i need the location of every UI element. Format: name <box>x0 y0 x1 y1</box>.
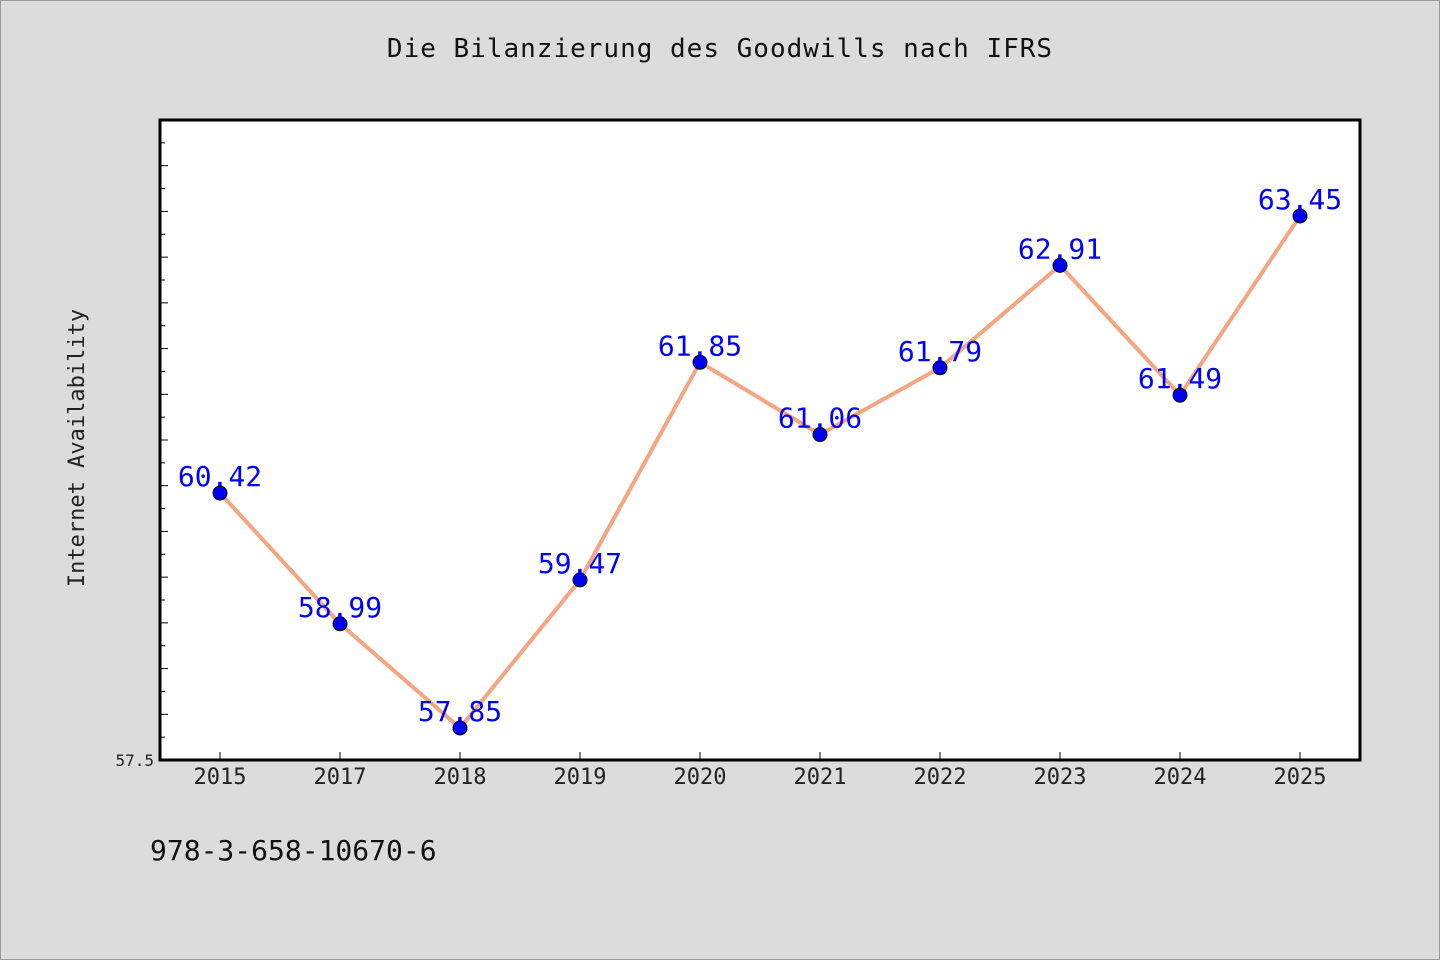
x-tick-label: 2020 <box>674 765 727 790</box>
data-label: 59.47 <box>538 547 622 580</box>
data-label: 61.85 <box>658 329 742 362</box>
data-label: 58.99 <box>298 591 382 624</box>
data-label: 61.79 <box>898 335 982 368</box>
data-point <box>1052 257 1068 273</box>
data-label: 60.42 <box>178 460 262 493</box>
x-tick-label: 2024 <box>1154 765 1207 790</box>
series-line <box>218 214 1302 730</box>
x-tick-label: 2021 <box>794 765 847 790</box>
plot-area <box>158 118 1362 762</box>
data-point <box>212 485 228 501</box>
chart-title: Die Bilanzierung des Goodwills nach IFRS <box>386 34 1054 64</box>
x-tick-label: 2018 <box>434 765 487 790</box>
data-label: 61.06 <box>778 402 862 435</box>
x-tick-label: 2019 <box>554 765 607 790</box>
x-tick-label: 2023 <box>1034 765 1087 790</box>
y-axis-label: Internet Availability <box>65 309 90 587</box>
data-label: 61.49 <box>1138 362 1222 395</box>
data-point <box>1292 208 1308 224</box>
data-point <box>452 720 468 736</box>
data-point <box>572 572 588 588</box>
data-label: 57.85 <box>418 695 502 728</box>
x-tick-label: 2022 <box>914 765 967 790</box>
data-point <box>1172 387 1188 403</box>
y-tick-label: 57.5 <box>115 751 154 770</box>
data-point <box>812 427 828 443</box>
data-point <box>932 360 948 376</box>
x-tick-label: 2015 <box>194 765 247 790</box>
footer-caption: 978-3-658-10670-6 <box>150 834 437 867</box>
data-label: 62.91 <box>1018 232 1102 265</box>
data-point <box>692 354 708 370</box>
x-tick-label: 2025 <box>1274 765 1327 790</box>
data-label: 63.45 <box>1258 183 1342 216</box>
x-tick-label: 2017 <box>314 765 367 790</box>
data-point <box>332 616 348 632</box>
